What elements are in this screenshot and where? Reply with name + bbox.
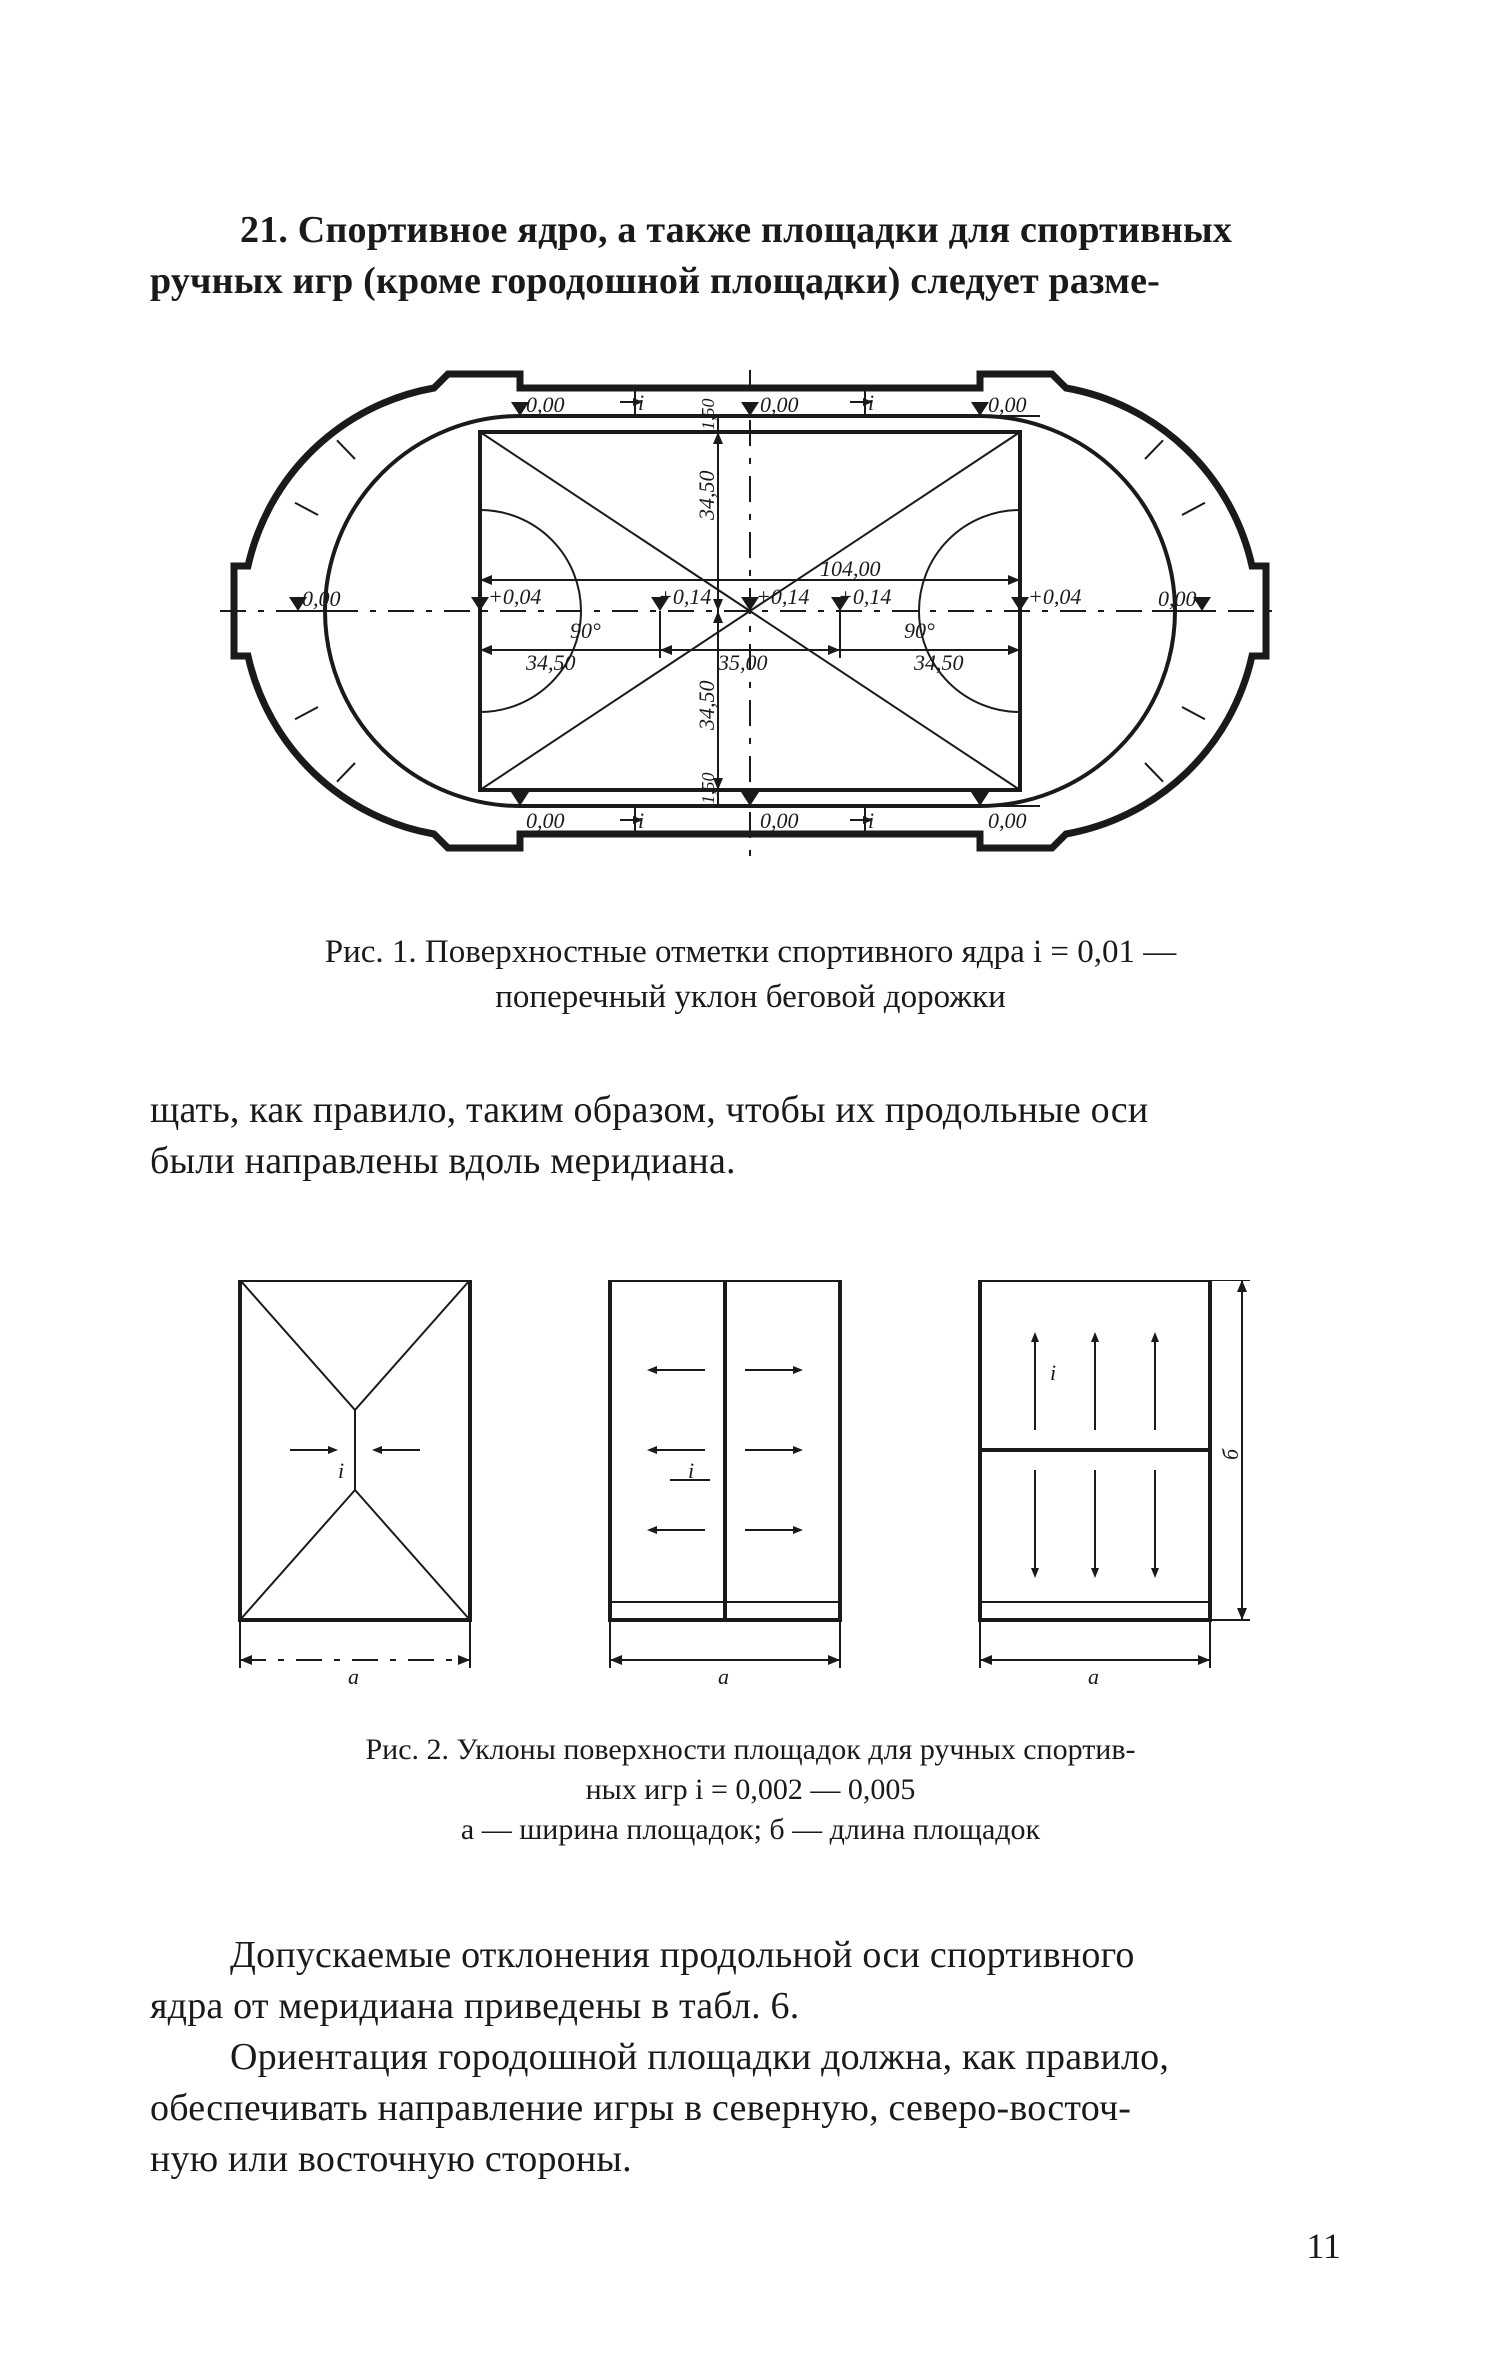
para4-l1: Ориентация городошной площадки должна, к… — [150, 2032, 1370, 2083]
para4-l3: ную или восточную стороны. — [150, 2134, 1370, 2185]
f1-plus014-c: +0,14 — [838, 584, 891, 609]
f1-right-outer-00: 0,00 — [1158, 586, 1197, 611]
para4-l1-text: Ориентация городошной площадки должна, к… — [230, 2036, 1169, 2078]
f1-i-top-r: i — [868, 390, 874, 415]
f1-top-left-00: 0,00 — [526, 392, 565, 417]
figure-1-caption-l1: Рис. 1. Поверхностные отметки спортивног… — [0, 930, 1501, 975]
f2a-i: i — [338, 1458, 344, 1483]
f1-dim-10400: 104,00 — [820, 556, 881, 581]
f1-dim-3450v-top: 34,50 — [694, 471, 719, 522]
f1-dim-150-top: 1,50 — [698, 399, 718, 431]
figure-2-caption-l1: Рис. 2. Уклоны поверхности площадок для … — [0, 1730, 1501, 1771]
f1-plus004-r: +0,04 — [1028, 584, 1081, 609]
f1-dim-3450r: 34,50 — [913, 650, 964, 675]
para3-l1-text: Допускаемые отклонения продольной оси сп… — [230, 1934, 1135, 1976]
f2b-a: а — [718, 1664, 729, 1689]
para2-l2: были направлены вдоль меридиана. — [150, 1136, 1370, 1187]
figure-1: 0,00 0,00 0,00 0,00 0,00 0,00 0,00 0,00 … — [220, 370, 1280, 870]
figure-2-caption-l2: ных игр i = 0,002 — 0,005 — [0, 1770, 1501, 1811]
f1-bot-right-00: 0,00 — [988, 808, 1027, 833]
page-number: 11 — [1306, 2225, 1341, 2267]
f2a-a: а — [348, 1664, 359, 1689]
f1-dim-150-bot: 1,50 — [698, 773, 718, 805]
f1-plus004-l: +0,04 — [488, 584, 541, 609]
fig1-cap-l1-text: Рис. 1. Поверхностные отметки спортивног… — [325, 934, 1177, 970]
f1-bot-left-00: 0,00 — [526, 808, 565, 833]
f2c-a: а — [1088, 1664, 1099, 1689]
f1-i-bot-l: i — [638, 808, 644, 833]
para3-l1: Допускаемые отклонения продольной оси сп… — [150, 1930, 1370, 1981]
f2c-b: б — [1218, 1448, 1243, 1460]
para4-l2: обеспечивать направление игры в северную… — [150, 2083, 1370, 2134]
para-21-line2: ручных игр (кроме городошной площадки) с… — [150, 256, 1370, 307]
f1-ang-90l: 90° — [570, 618, 601, 643]
figure-1-caption-l2: поперечный уклон беговой дорожки — [0, 975, 1501, 1020]
f2c-i: i — [1050, 1360, 1056, 1385]
figure-2-caption-l3: а — ширина площадок; б — длина площадок — [0, 1810, 1501, 1851]
f1-i-bot-r: i — [868, 808, 874, 833]
f1-dim-3450v-bot: 34,50 — [694, 681, 719, 732]
para1-l1-text: 21. Спортивное ядро, а также площадки дл… — [240, 209, 1232, 251]
f1-top-mid-00: 0,00 — [760, 392, 799, 417]
f1-bot-mid-00: 0,00 — [760, 808, 799, 833]
f1-plus014-a: +0,14 — [658, 584, 711, 609]
f1-dim-3500: 35,00 — [717, 650, 768, 675]
f1-dim-3450l: 34,50 — [525, 650, 576, 675]
f1-plus014-b: +0,14 — [756, 584, 809, 609]
para2-l1: щать, как правило, таким образом, чтобы … — [150, 1085, 1370, 1136]
f1-left-outer-00: 0,00 — [302, 586, 341, 611]
para3-l2: ядра от меридиана приведены в табл. 6. — [150, 1981, 1370, 2032]
f1-i-top-l: i — [638, 390, 644, 415]
para-21-line1: 21. Спортивное ядро, а также площадки дл… — [150, 205, 1370, 256]
f1-top-right-00: 0,00 — [988, 392, 1027, 417]
figure-2: i а — [210, 1280, 1290, 1700]
f1-ang-90r: 90° — [904, 618, 935, 643]
